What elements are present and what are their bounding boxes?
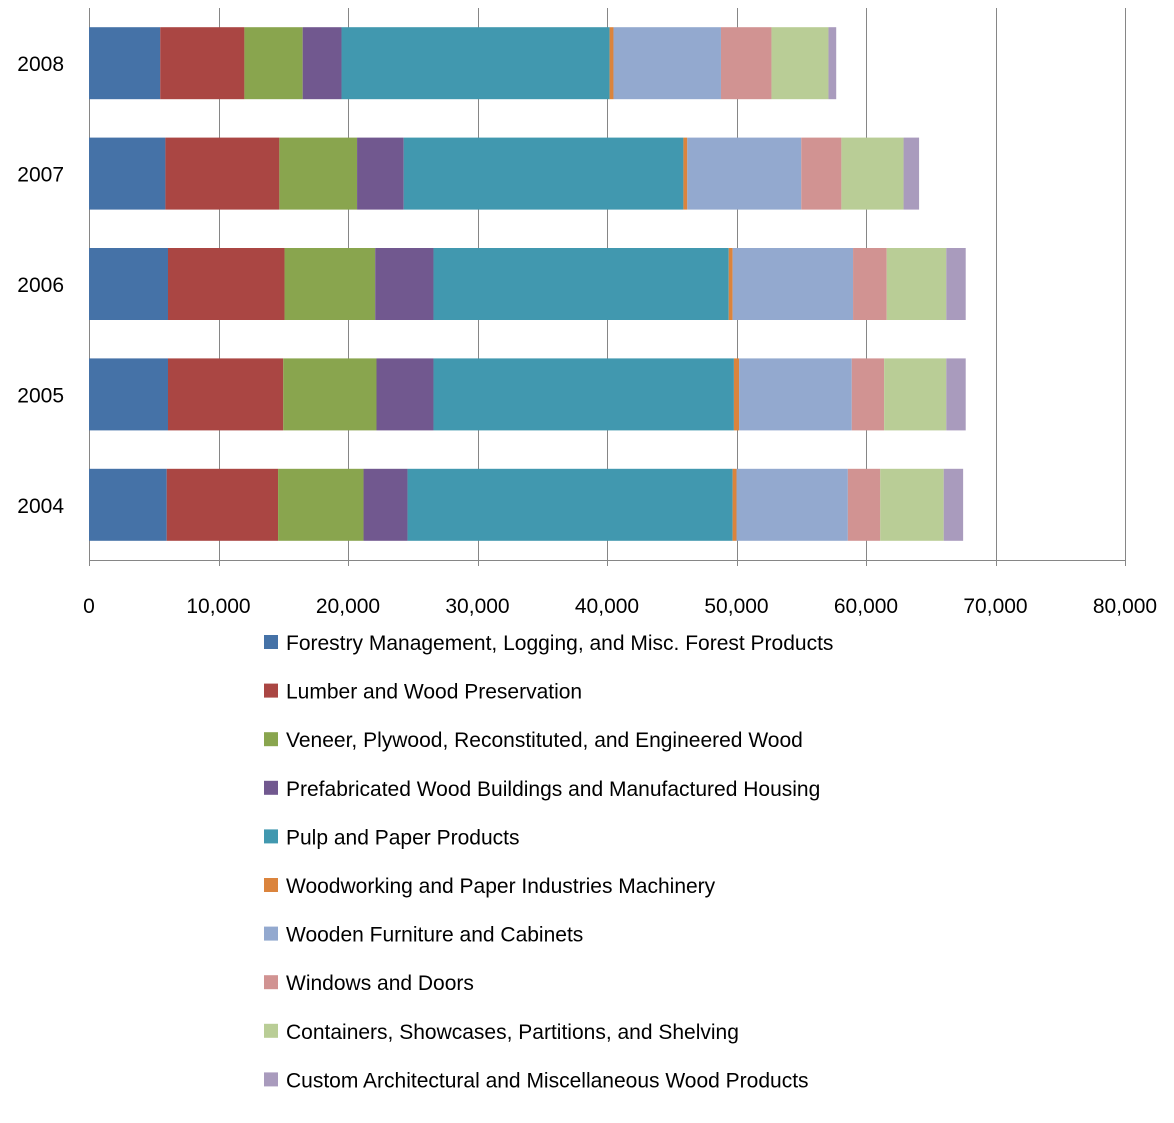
legend-label-4: Pulp and Paper Products [286, 826, 519, 849]
bar-segment-2006-7 [853, 248, 887, 320]
legend-swatch-9 [264, 1072, 278, 1087]
x-tick-label: 60,000 [834, 595, 898, 618]
bar-segment-2004-8 [880, 468, 944, 541]
bar-segment-2006-6 [732, 248, 854, 320]
y-tick-label: 2007 [17, 164, 64, 187]
bar-segment-2005-8 [884, 358, 947, 431]
bar-segment-2005-6 [739, 358, 852, 431]
bar-segment-2008-5 [609, 27, 614, 100]
bar-segment-2004-5 [732, 468, 737, 541]
bar-segment-2007-6 [687, 137, 802, 210]
x-tick-label: 20,000 [316, 595, 380, 618]
bar-segment-2006-9 [946, 248, 966, 320]
bar-segment-2007-7 [801, 137, 842, 210]
bar-segment-2005-5 [733, 358, 740, 431]
bar-segment-2007-2 [279, 137, 358, 210]
legend-label-5: Woodworking and Paper Industries Machine… [286, 875, 716, 898]
bar-segment-2004-2 [278, 468, 364, 541]
legend-label-8: Containers, Showcases, Partitions, and S… [286, 1021, 739, 1044]
bar-segment-2004-6 [736, 468, 848, 541]
x-tick-label: 30,000 [445, 595, 509, 618]
bar-segment-2005-0 [89, 358, 168, 431]
bar-segment-2008-3 [302, 27, 342, 100]
x-tick-label: 40,000 [575, 595, 639, 618]
legend-swatch-0 [264, 635, 278, 649]
bar-segment-2007-5 [683, 137, 688, 210]
x-tick-label: 80,000 [1093, 595, 1157, 618]
bar-segment-2006-3 [375, 248, 434, 320]
bar-segment-2006-0 [89, 248, 168, 320]
y-tick-label: 2008 [17, 53, 64, 76]
legend-label-6: Wooden Furniture and Cabinets [286, 924, 583, 947]
x-tick-label: 0 [83, 595, 95, 618]
legend-swatch-3 [264, 780, 278, 795]
bar-segment-2006-2 [284, 248, 376, 320]
bar-segment-2004-1 [166, 468, 279, 541]
bar-segment-2008-0 [89, 27, 161, 100]
bar-segment-2005-1 [167, 358, 284, 431]
legend-label-1: Lumber and Wood Preservation [286, 681, 582, 704]
y-tick-label: 2005 [17, 384, 64, 407]
x-tick-label: 10,000 [186, 595, 250, 618]
bar-segment-2005-2 [283, 358, 377, 431]
bars-layer [89, 27, 966, 541]
x-tick-label: 70,000 [963, 595, 1027, 618]
bar-segment-2004-9 [943, 468, 964, 541]
legend-swatch-6 [264, 926, 278, 941]
y-tick-label: 2004 [17, 495, 64, 518]
y-tick-label: 2006 [17, 274, 64, 297]
legend-swatch-4 [264, 829, 278, 844]
legend-label-7: Windows and Doors [286, 972, 474, 995]
legend-swatch-5 [264, 878, 278, 892]
legend-swatch-8 [264, 1023, 278, 1038]
bar-segment-2008-4 [341, 27, 610, 100]
bar-segment-2005-3 [376, 358, 434, 431]
legend-swatch-1 [264, 683, 278, 698]
axis-layer: 0 10,000 20,000 30,000 40,000 50,000 60,000 70,… [17, 53, 1157, 618]
bar-segment-2006-8 [886, 248, 947, 320]
bar-segment-2008-8 [771, 27, 829, 100]
bar-segment-2007-9 [903, 137, 920, 210]
legend-label-3: Prefabricated Wood Buildings and Manufac… [286, 778, 820, 801]
bar-segment-2007-4 [403, 137, 684, 210]
bar-segment-2008-7 [720, 27, 772, 100]
x-tick-label: 50,000 [704, 595, 768, 618]
legend-label-0: Forestry Management, Logging, and Misc. … [286, 632, 833, 655]
legend-label-2: Veneer, Plywood, Reconstituted, and Engi… [286, 729, 803, 752]
legend-label-9: Custom Architectural and Miscellaneous W… [286, 1069, 809, 1092]
bar-segment-2007-1 [165, 137, 280, 210]
bar-segment-2004-4 [407, 468, 733, 541]
bar-segment-2007-0 [89, 137, 166, 210]
bar-segment-2006-4 [433, 248, 729, 320]
bar-segment-2008-6 [613, 27, 721, 100]
bar-segment-2004-0 [89, 468, 167, 541]
bar-segment-2004-7 [847, 468, 881, 541]
bar-segment-2005-7 [851, 358, 885, 431]
bar-segment-2004-3 [363, 468, 408, 541]
bar-segment-2008-2 [244, 27, 303, 100]
bar-segment-2005-9 [946, 358, 966, 431]
bar-segment-2008-1 [160, 27, 245, 100]
bar-segment-2006-1 [167, 248, 285, 320]
bar-segment-2008-9 [828, 27, 837, 100]
bar-segment-2006-5 [728, 248, 733, 320]
bar-segment-2005-4 [433, 358, 734, 431]
bar-segment-2007-3 [357, 137, 404, 210]
legend-swatch-2 [264, 732, 278, 747]
bar-segment-2007-8 [841, 137, 904, 210]
legend: Forestry Management, Logging, and Misc. … [264, 632, 833, 1092]
legend-swatch-7 [264, 975, 278, 990]
